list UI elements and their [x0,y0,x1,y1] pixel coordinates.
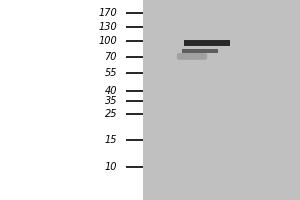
Bar [184,40,230,46]
Bar [184,40,230,46]
Bar [184,40,230,46]
Bar [143,0,300,200]
Text: 170: 170 [98,8,117,18]
Bar [184,40,230,46]
Text: 100: 100 [98,36,117,46]
Text: 35: 35 [104,96,117,106]
FancyBboxPatch shape [177,53,207,60]
Bar [184,40,230,46]
Bar [182,49,218,53]
Text: 25: 25 [104,109,117,119]
Text: 130: 130 [98,22,117,32]
Text: 55: 55 [104,68,117,78]
Text: 40: 40 [104,86,117,96]
Text: 10: 10 [104,162,117,172]
Text: 15: 15 [104,135,117,145]
Bar [184,41,230,45]
Bar [0,0,143,200]
Bar [184,41,230,45]
Bar [184,40,230,46]
Bar [184,40,230,46]
Text: 70: 70 [104,52,117,62]
